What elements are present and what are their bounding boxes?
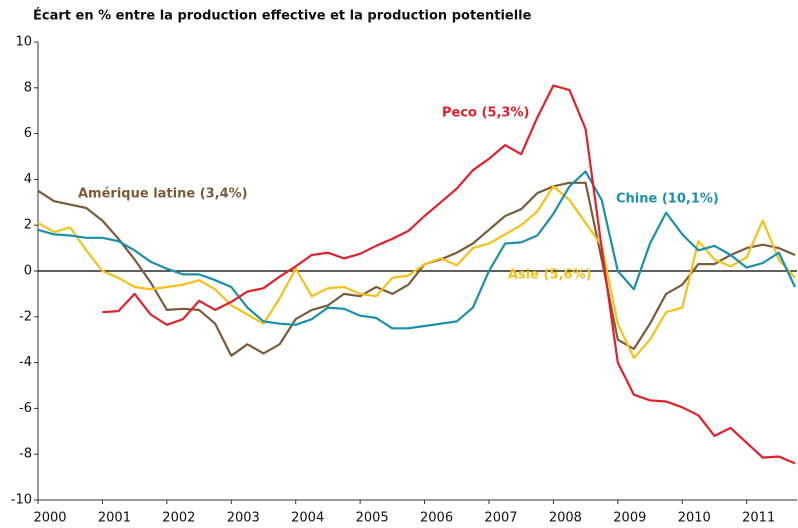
y-tick-label: 4	[24, 172, 32, 187]
x-tick-label: 2005	[356, 511, 389, 526]
x-tick-label: 2011	[742, 511, 775, 526]
series-line	[102, 84, 796, 465]
series-label: Amérique latine (3,4%)	[78, 187, 248, 202]
y-tick-label: 6	[24, 126, 32, 141]
x-tick-label: 2001	[98, 511, 131, 526]
series-line	[37, 185, 796, 360]
y-tick-label: 8	[24, 80, 32, 95]
x-tick-label: 2008	[549, 511, 582, 526]
x-tick-label: 2000	[33, 511, 66, 526]
series-line	[37, 170, 796, 330]
series-label: Asie (5,6%)	[508, 268, 592, 283]
series-label: Peco (5,3%)	[442, 106, 529, 121]
x-tick-label: 2003	[227, 511, 260, 526]
x-tick-label: 2007	[484, 511, 517, 526]
y-tick-label: 0	[24, 264, 32, 279]
y-tick-label: -10	[11, 493, 32, 508]
series-line	[37, 181, 796, 357]
y-tick-label: -2	[19, 309, 32, 324]
series-label: Chine (10,1%)	[616, 192, 719, 207]
x-tick-label: 2004	[291, 511, 324, 526]
y-tick-label: -6	[19, 401, 32, 416]
x-tick-label: 2010	[678, 511, 711, 526]
x-tick-label: 2009	[613, 511, 646, 526]
x-tick-label: 2006	[420, 511, 453, 526]
chart-title: Écart en % entre la production effective…	[33, 8, 532, 24]
y-tick-label: -4	[19, 355, 32, 370]
y-tick-label: 2	[24, 218, 32, 233]
y-tick-label: -8	[19, 447, 32, 462]
y-tick-label: 10	[15, 35, 32, 50]
x-tick-label: 2002	[162, 511, 195, 526]
